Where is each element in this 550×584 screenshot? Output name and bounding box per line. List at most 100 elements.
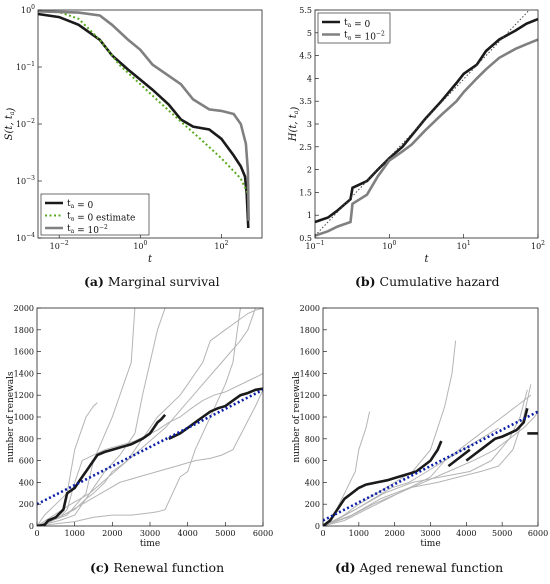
caption-a-text: Marginal survival: [104, 274, 220, 289]
sample-path-1: [37, 402, 98, 526]
y-tick-label-1: 1: [307, 211, 312, 220]
y-tick-label-10: 5.5: [299, 6, 312, 15]
caption-a: (a) Marginal survival: [84, 274, 220, 289]
x-axis-label: time: [420, 539, 440, 549]
series-line-2: [37, 10, 250, 221]
x-axis-label: t: [424, 254, 429, 265]
x-tick-label-1: 100: [133, 240, 147, 251]
panel-d-aged-renewal-function: 0 1000 2000 3000 4000 5000 6000 0 200 400 600 800 10…: [292, 304, 548, 549]
series-line-1: [37, 10, 249, 195]
legend-label-1: ta = 10−2: [344, 31, 385, 43]
empirical-path-0: [323, 440, 443, 526]
y-axis-label: H(t, ta): [288, 107, 301, 143]
caption-d-text: Aged renewal function: [356, 560, 504, 575]
y-tick-label-0: 0: [315, 522, 320, 531]
sample-path-2: [323, 394, 532, 526]
caption-b-text: Cumulative hazard: [376, 274, 500, 289]
y-axis-label: S(t, ta): [4, 108, 17, 141]
legend-label-1: ta = 0 estimate: [67, 212, 135, 224]
sample-path-3: [323, 411, 538, 526]
fit-line: [323, 410, 538, 522]
empirical-path-1: [447, 448, 471, 468]
empirical-path-0: [37, 413, 167, 526]
x-tick-label-2: 102: [214, 240, 228, 251]
y-tick-label-0: 0.5: [299, 234, 312, 243]
y-tick-label-2: 400: [305, 478, 320, 487]
y-tick-label-1: 200: [305, 500, 320, 509]
legend-label-2: ta = 10−2: [67, 224, 108, 236]
x-tick-label-6: 6000: [528, 529, 548, 538]
y-tick-label-3: 10−1: [16, 61, 35, 72]
legend-box: [317, 12, 391, 44]
y-tick-label-10: 2000: [14, 304, 34, 313]
y-tick-label-9: 5: [307, 29, 312, 38]
y-tick-label-6: 3.5: [299, 97, 312, 106]
sample-path-7: [37, 308, 256, 526]
y-tick-label-9: 1800: [14, 326, 34, 335]
legend-label-0: ta = 0: [67, 199, 93, 211]
x-tick-label-0: 0: [320, 529, 325, 538]
y-tick-label-5: 1000: [300, 413, 320, 422]
x-tick-label-2: 2000: [102, 529, 122, 538]
x-tick-label-2: 101: [457, 240, 471, 251]
y-tick-label-8: 4.5: [299, 52, 312, 61]
empirical-path-1: [168, 387, 263, 440]
y-tick-label-0: 0: [29, 522, 34, 531]
sample-path-0: [37, 372, 263, 526]
x-tick-label-0: 0: [34, 529, 39, 538]
caption-c-letter: (c): [90, 560, 109, 575]
x-tick-label-0: 10−2: [50, 240, 69, 251]
y-tick-label-3: 600: [19, 457, 34, 466]
x-tick-label-3: 3000: [140, 529, 160, 538]
plot-area: [37, 308, 263, 526]
x-tick-label-1: 1000: [64, 529, 84, 538]
y-tick-label-8: 1600: [14, 348, 34, 357]
x-axis-label: time: [140, 539, 160, 549]
legend-label-0: ta = 0: [344, 18, 370, 30]
y-tick-label-7: 4: [307, 74, 312, 83]
sample-path-3: [37, 308, 241, 526]
caption-b-letter: (b): [355, 274, 376, 289]
x-tick-label-4: 4000: [177, 529, 197, 538]
series-line-0: [37, 12, 250, 229]
x-tick-label-0: 10−1: [305, 240, 324, 251]
y-tick-label-8: 1600: [300, 348, 320, 357]
sample-path-5: [323, 389, 528, 526]
y-tick-label-4: 2.5: [299, 143, 312, 152]
y-tick-label-4: 800: [19, 435, 34, 444]
caption-a-letter: (a): [84, 274, 104, 289]
caption-d-letter: (d): [335, 560, 356, 575]
panel-d-axes-frame: [322, 307, 539, 527]
x-tick-label-2: 2000: [384, 529, 404, 538]
y-tick-label-1: 200: [19, 500, 34, 509]
x-tick-label-3: 3000: [420, 529, 440, 538]
y-tick-label-5: 3: [307, 120, 312, 129]
y-tick-label-2: 400: [19, 478, 34, 487]
caption-c: (c) Renewal function: [90, 560, 224, 575]
plot-area: [323, 340, 538, 526]
panel-c-renewal-function: 0 1000 2000 3000 4000 5000 6000 0 200 400 600 800 10…: [6, 304, 273, 549]
x-tick-label-5: 5000: [215, 529, 235, 538]
y-tick-label-5: 1000: [14, 413, 34, 422]
panel-c-axes-frame: [36, 307, 264, 527]
sample-path-5: [37, 389, 263, 526]
y-tick-label-6: 1200: [14, 391, 34, 400]
x-tick-label-4: 4000: [456, 529, 476, 538]
legend: ta = 0ta = 10−2: [317, 12, 391, 44]
y-axis-label: number of renewals: [6, 371, 16, 463]
series-line-1: [314, 38, 539, 237]
fit-line: [37, 388, 263, 506]
series-line-2: [314, 9, 530, 237]
empirical-path-2: [465, 407, 529, 462]
y-tick-label-0: 10−4: [16, 232, 35, 243]
y-tick-label-2: 10−2: [16, 118, 35, 129]
y-tick-label-4: 100: [21, 4, 35, 15]
sample-path-4: [323, 384, 532, 526]
y-tick-label-6: 1200: [300, 391, 320, 400]
x-tick-label-1: 1000: [349, 529, 369, 538]
sample-path-2: [37, 308, 263, 526]
y-tick-label-3: 2: [307, 166, 312, 175]
